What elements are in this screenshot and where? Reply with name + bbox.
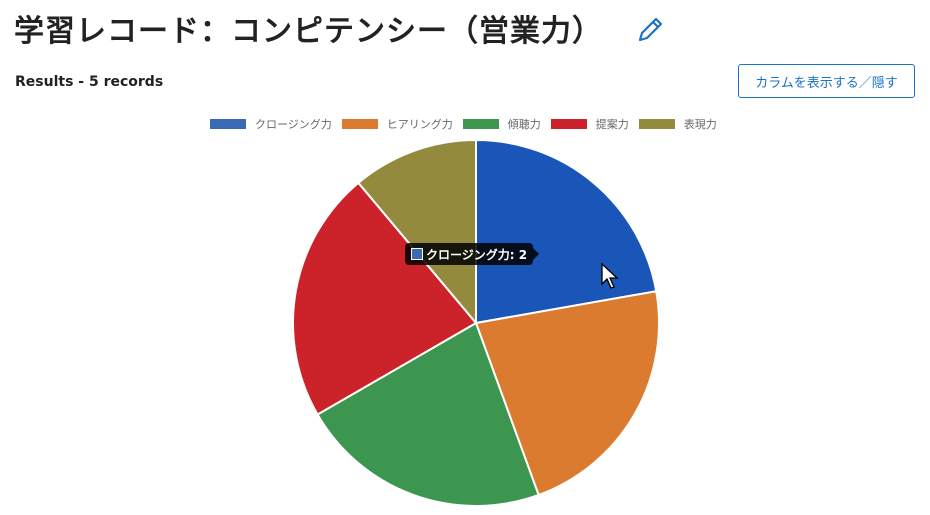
pie-slice[interactable] xyxy=(292,181,478,416)
legend-swatch xyxy=(550,119,587,129)
pie-slice[interactable] xyxy=(316,321,540,507)
legend-label: 表現力 xyxy=(683,118,717,131)
legend-swatch xyxy=(341,119,378,129)
legend-item[interactable]: 提案力 xyxy=(550,116,629,132)
tooltip-swatch xyxy=(411,248,423,260)
page-title: 学習レコード：コンピテンシー（営業力） xyxy=(14,14,603,49)
pencil-icon[interactable] xyxy=(636,14,666,44)
legend-item[interactable]: 表現力 xyxy=(638,116,717,132)
legend-item[interactable]: ヒアリング力 xyxy=(341,116,453,132)
legend-label: クロージング力 xyxy=(255,118,332,131)
legend-swatch xyxy=(210,119,246,129)
pie-slice[interactable] xyxy=(356,138,477,326)
tooltip-text: クロージング力: 2 xyxy=(426,247,528,262)
legend-item[interactable]: クロージング力 xyxy=(210,116,332,132)
pie-slice[interactable] xyxy=(474,290,660,497)
legend-item[interactable]: 傾聴力 xyxy=(462,116,541,132)
chart-legend: クロージング力 ヒアリング力 傾聴力 提案力 表現力 xyxy=(210,116,717,132)
legend-swatch xyxy=(462,119,499,129)
cursor-icon xyxy=(601,262,619,289)
legend-swatch xyxy=(638,119,675,129)
toggle-columns-button[interactable]: カラムを表示する／隠す xyxy=(738,64,915,98)
legend-label: 提案力 xyxy=(595,118,629,131)
chart-tooltip: クロージング力: 2 xyxy=(405,243,540,265)
legend-label: ヒアリング力 xyxy=(386,118,453,131)
results-count: Results - 5 records xyxy=(15,74,164,90)
legend-label: 傾聴力 xyxy=(507,118,541,131)
